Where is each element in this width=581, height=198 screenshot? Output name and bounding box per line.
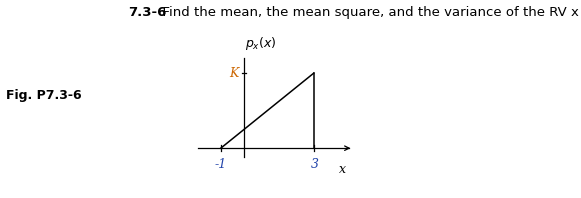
Text: Fig. P7.3-6: Fig. P7.3-6 [6,89,81,102]
Text: 7.3-6: 7.3-6 [128,6,166,19]
Text: $p_x(x)$: $p_x(x)$ [245,35,277,52]
Text: x: x [339,163,346,176]
Text: Find the mean, the mean square, and the variance of the RV x in Fig. P7.3-6.: Find the mean, the mean square, and the … [154,6,581,19]
Text: K: K [229,67,239,80]
Text: -1: -1 [214,158,227,171]
Text: 3: 3 [311,158,319,171]
